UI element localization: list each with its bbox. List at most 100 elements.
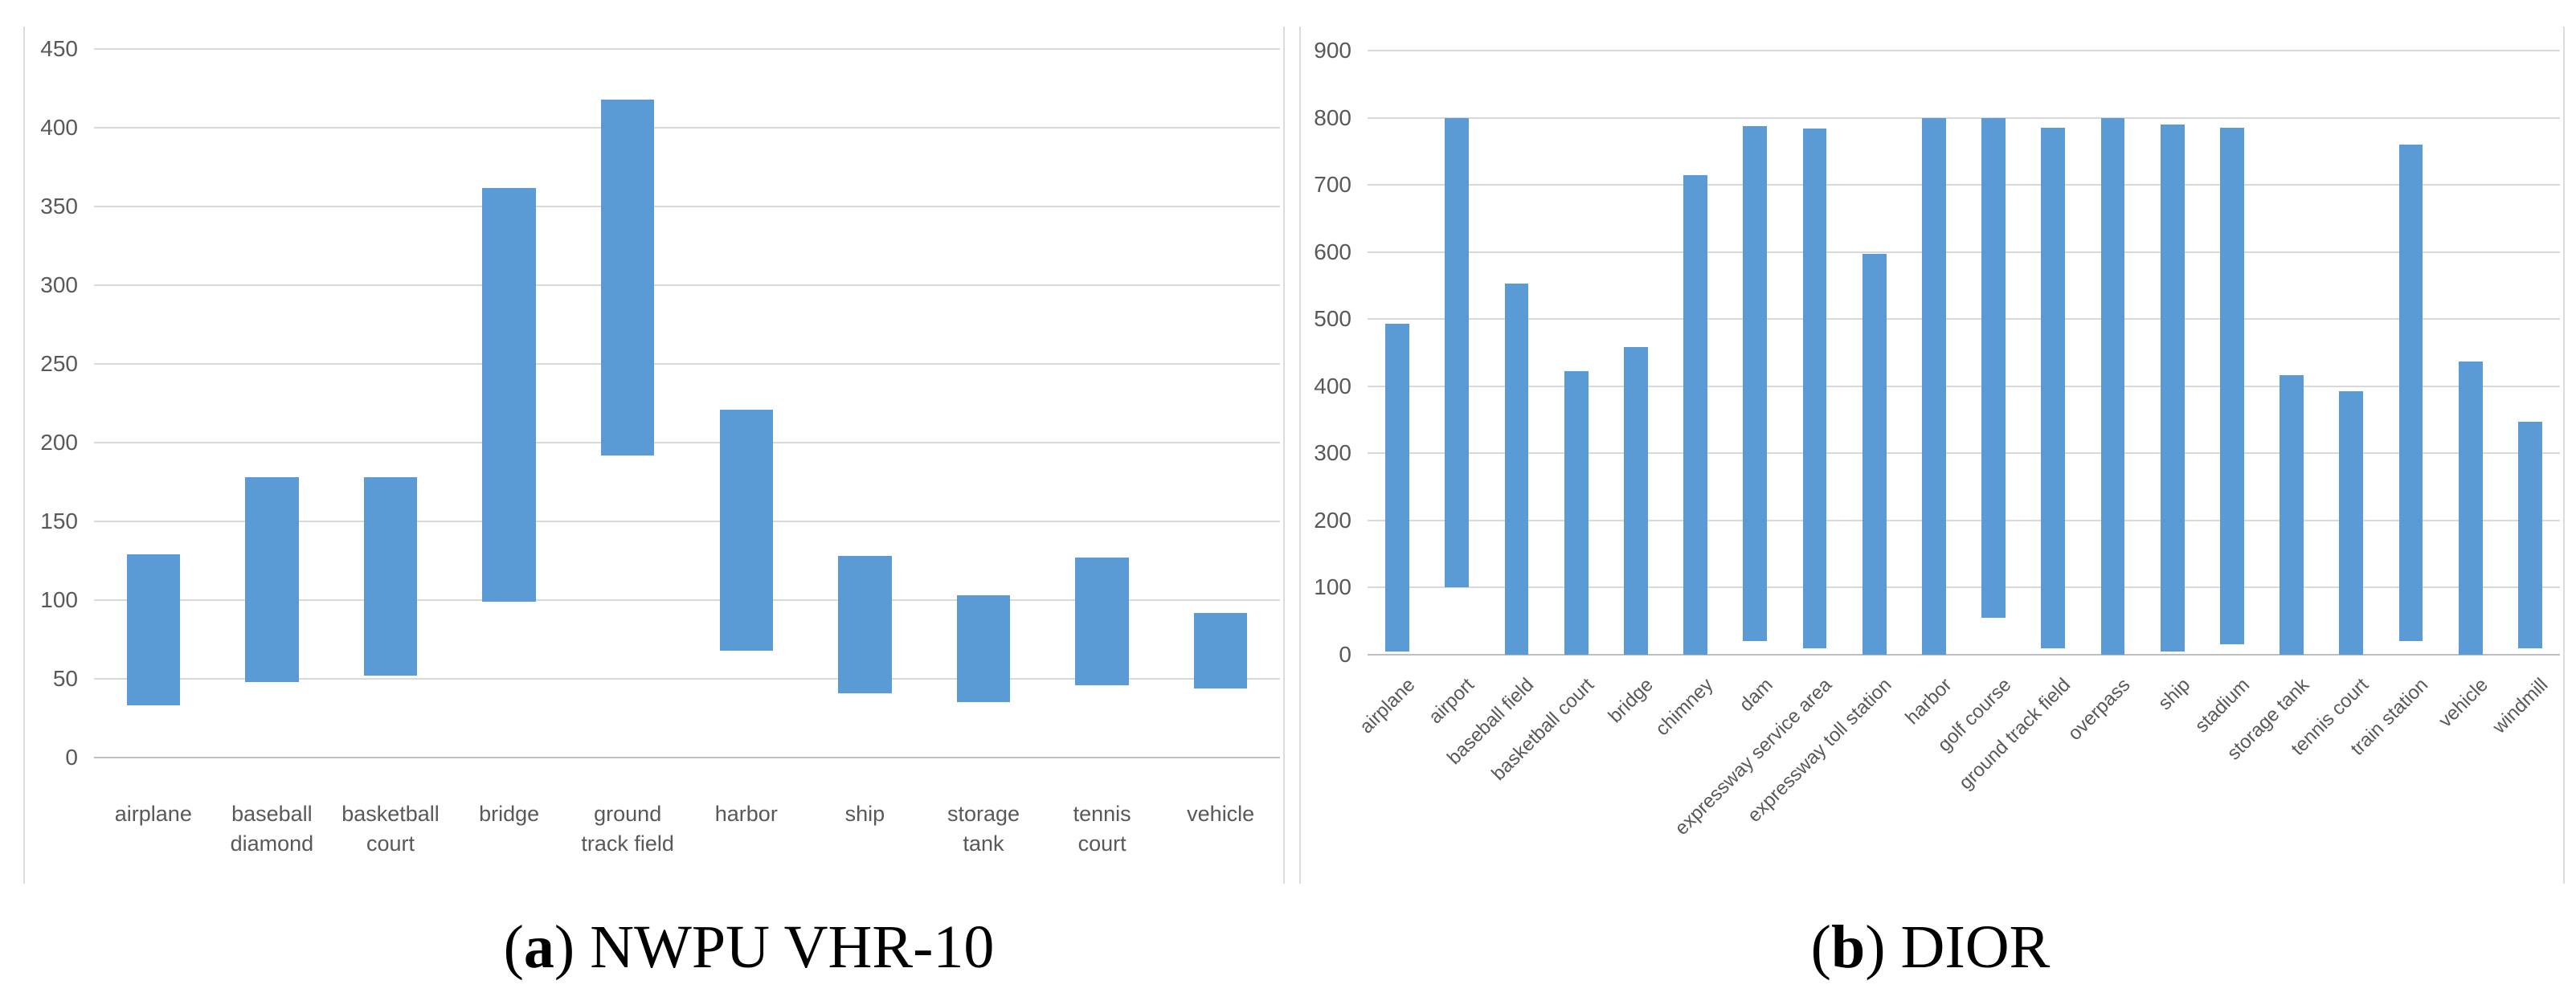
gridline	[1368, 318, 2560, 321]
bar-vehicle	[2458, 361, 2483, 655]
y-tick-label: 200	[1314, 507, 1351, 533]
y-tick-label: 0	[65, 745, 78, 770]
gridline	[1368, 452, 2560, 455]
x-tick-label: dam	[1735, 674, 1777, 717]
bar-bridge	[482, 187, 536, 602]
bar-ground-track-field	[2041, 128, 2066, 648]
bar-dam	[1743, 125, 1768, 642]
bar-storage-tank	[956, 595, 1011, 703]
x-tick-label: windmill	[2488, 674, 2552, 738]
bar-ship	[2160, 124, 2185, 652]
x-tick-label: vehicle	[2434, 674, 2492, 732]
y-tick-label: 400	[40, 115, 78, 140]
x-tick-label: chimney	[1650, 674, 1718, 741]
gridline	[94, 521, 1280, 522]
bar-bridge	[1624, 347, 1648, 655]
y-tick-label: 350	[40, 194, 78, 219]
bar-vehicle	[1193, 612, 1248, 688]
bar-expressway-toll-station	[1862, 254, 1887, 655]
bar-tennis-court	[1075, 558, 1129, 685]
x-tick-label: airplane	[1355, 674, 1420, 738]
bar-tennis-court	[2339, 390, 2364, 655]
x-axis-line	[1368, 654, 2560, 656]
bar-airport	[1445, 117, 1470, 588]
x-axis-line	[94, 757, 1280, 758]
gridline	[1368, 50, 2560, 51]
x-tick-label: overpass	[2063, 674, 2135, 745]
gridline	[1368, 385, 2560, 387]
x-tick-label: harbor	[1900, 674, 1956, 729]
x-tick-label: ship	[2153, 674, 2194, 715]
gridline	[94, 678, 1280, 680]
gridline	[1368, 184, 2560, 186]
x-tick-label: tennis court	[1073, 802, 1131, 856]
bar-expressway-service-area	[1802, 128, 1827, 648]
x-tick-label: ship	[844, 802, 885, 826]
caption-b-letter: b	[1830, 913, 1866, 981]
y-tick-label: 300	[40, 272, 78, 297]
gridline	[94, 599, 1280, 601]
caption-a-text: ) NWPU VHR-10	[554, 913, 995, 981]
x-axis-labels: airplane airport baseball field basketball …	[1355, 664, 2560, 881]
bar-airplane	[126, 554, 180, 706]
x-tick-label: bridge	[1604, 674, 1658, 728]
y-tick-label: 800	[1314, 104, 1351, 130]
bar-basketball-court	[1564, 370, 1589, 655]
bar-overpass	[2100, 118, 2125, 655]
x-tick-label: basketball court	[1486, 674, 1598, 785]
gridline	[1368, 519, 2560, 521]
caption-a-paren: (	[503, 913, 524, 981]
y-tick-label: 400	[1314, 373, 1351, 398]
x-tick-label: bridge	[479, 802, 540, 826]
y-tick-label: 250	[40, 351, 78, 376]
y-tick-label: 600	[1314, 239, 1351, 264]
y-tick-label: 200	[40, 430, 78, 455]
x-axis-labels: airplane baseball diamond basketball court…	[94, 799, 1280, 884]
bar-baseball-field	[1504, 283, 1529, 655]
y-tick-label: 50	[52, 666, 78, 691]
x-tick-label: vehicle	[1187, 802, 1255, 826]
bar-chimney	[1683, 175, 1707, 655]
gridline	[1368, 116, 2560, 119]
x-tick-label: airplane	[114, 802, 192, 826]
gridline	[1368, 586, 2560, 589]
plot-area-nwpu	[94, 48, 1280, 758]
x-tick-label: harbor	[714, 802, 778, 826]
bar-harbor	[719, 409, 773, 651]
bar-airplane	[1385, 324, 1409, 652]
caption-b: (b) DIOR	[1299, 913, 2562, 982]
gridline	[1368, 251, 2560, 253]
bar-ship	[838, 556, 892, 693]
y-tick-label: 500	[1314, 306, 1351, 332]
caption-b-text: ) DIOR	[1865, 913, 2051, 981]
y-tick-label: 900	[1314, 38, 1351, 63]
gridline	[94, 48, 1280, 50]
bar-storage-tank	[2280, 374, 2304, 655]
x-tick-label: airport	[1425, 674, 1479, 729]
bar-stadium	[2220, 128, 2244, 645]
x-tick-label: basketball court	[341, 802, 440, 856]
gridline	[94, 363, 1280, 365]
x-tick-label: ground track field	[581, 802, 674, 856]
x-tick-label: ground track field	[1955, 674, 2075, 795]
x-tick-label: baseball diamond	[230, 802, 314, 856]
y-tick-label: 450	[40, 36, 78, 61]
gridline	[94, 442, 1280, 443]
chart-panel-dior: 0 100 200 300 400 500 600 700 800 900 airplane air…	[1299, 27, 2565, 884]
bar-windmill	[2518, 422, 2542, 648]
bar-ground-track-field	[600, 99, 655, 456]
y-tick-label: 150	[40, 509, 78, 533]
bar-golf-course	[1981, 117, 2006, 619]
y-tick-label: 0	[1339, 642, 1351, 667]
bar-basketball-court	[363, 477, 418, 676]
y-tick-label: 300	[1314, 440, 1351, 466]
gridline	[94, 284, 1280, 286]
y-tick-label: 100	[40, 587, 78, 612]
caption-b-paren: (	[1810, 913, 1831, 981]
caption-a-letter: a	[523, 913, 554, 981]
chart-panel-nwpu-vhr10: 0 50 100 150 200 250 300 350 400 450 airplane base…	[23, 27, 1285, 884]
y-tick-label: 100	[1314, 574, 1351, 600]
bar-baseball-diamond	[245, 477, 299, 682]
y-tick-label: 700	[1314, 172, 1351, 198]
bar-harbor	[1922, 117, 1946, 655]
